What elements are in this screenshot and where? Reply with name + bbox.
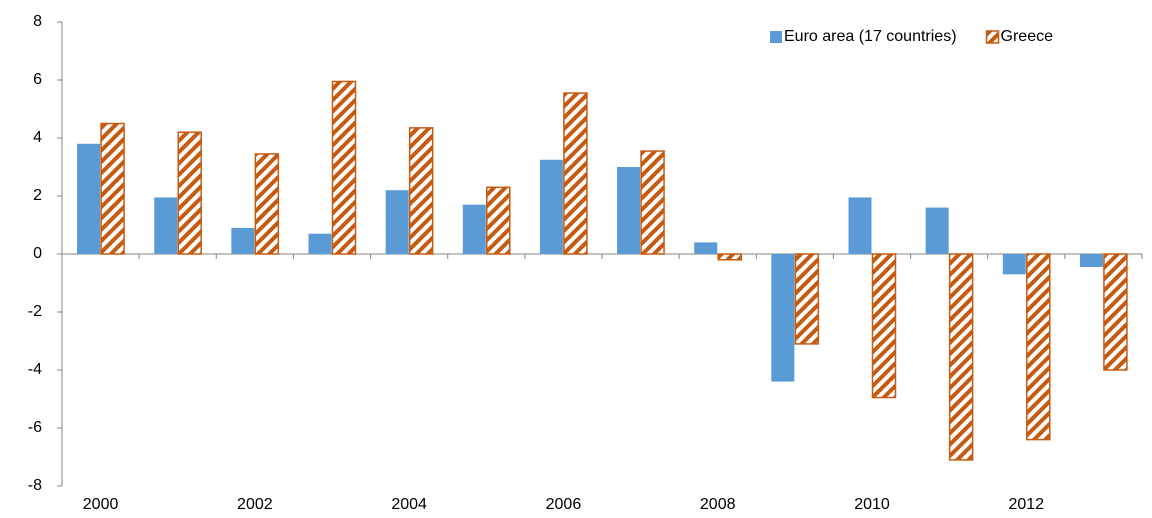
y-tick-label: 6 <box>33 71 42 88</box>
y-tick-label: 2 <box>33 187 42 204</box>
legend-swatch <box>770 31 782 43</box>
bar <box>462 204 486 254</box>
bar <box>77 143 101 254</box>
y-tick-label: -4 <box>28 361 42 378</box>
bar <box>717 253 742 261</box>
y-tick-label: 8 <box>33 13 42 30</box>
bar <box>1103 253 1128 371</box>
bar <box>1026 253 1051 441</box>
legend: Euro area (17 countries) Greece <box>770 28 1053 45</box>
y-tick-label: -6 <box>28 419 42 436</box>
x-tick-label: 2000 <box>83 496 119 513</box>
legend-label: Greece <box>1001 28 1054 45</box>
x-tick-label: 2010 <box>854 496 890 513</box>
bar <box>617 167 641 254</box>
bar <box>1002 254 1026 275</box>
bar <box>308 233 332 254</box>
bar <box>408 127 434 255</box>
bar <box>848 197 872 254</box>
y-tick-label: -8 <box>28 477 42 494</box>
bar <box>385 190 409 254</box>
bar <box>539 159 563 254</box>
legend-label: Euro area (17 countries) <box>784 28 957 45</box>
bar <box>100 122 125 255</box>
bar <box>177 131 202 255</box>
bar <box>254 153 280 255</box>
bar <box>948 253 974 461</box>
x-tick-label: 2002 <box>237 496 273 513</box>
y-tick-label: -2 <box>28 303 42 320</box>
x-tick-label: 2012 <box>1008 496 1044 513</box>
x-tick-label: 2006 <box>546 496 582 513</box>
bar <box>871 253 897 399</box>
y-tick-label: 0 <box>33 245 42 262</box>
bar <box>231 227 255 254</box>
bar <box>1079 254 1103 268</box>
bar <box>486 186 511 255</box>
bar <box>694 242 718 254</box>
y-tick-label: 4 <box>33 129 42 146</box>
bar <box>771 254 795 382</box>
bar <box>640 150 665 255</box>
bar <box>794 253 820 345</box>
bar <box>563 92 588 255</box>
legend-swatch <box>985 30 1000 44</box>
bar <box>154 197 178 254</box>
bar <box>331 80 357 255</box>
x-tick-label: 2008 <box>700 496 736 513</box>
bar <box>925 207 949 254</box>
x-tick-label: 2004 <box>391 496 427 513</box>
